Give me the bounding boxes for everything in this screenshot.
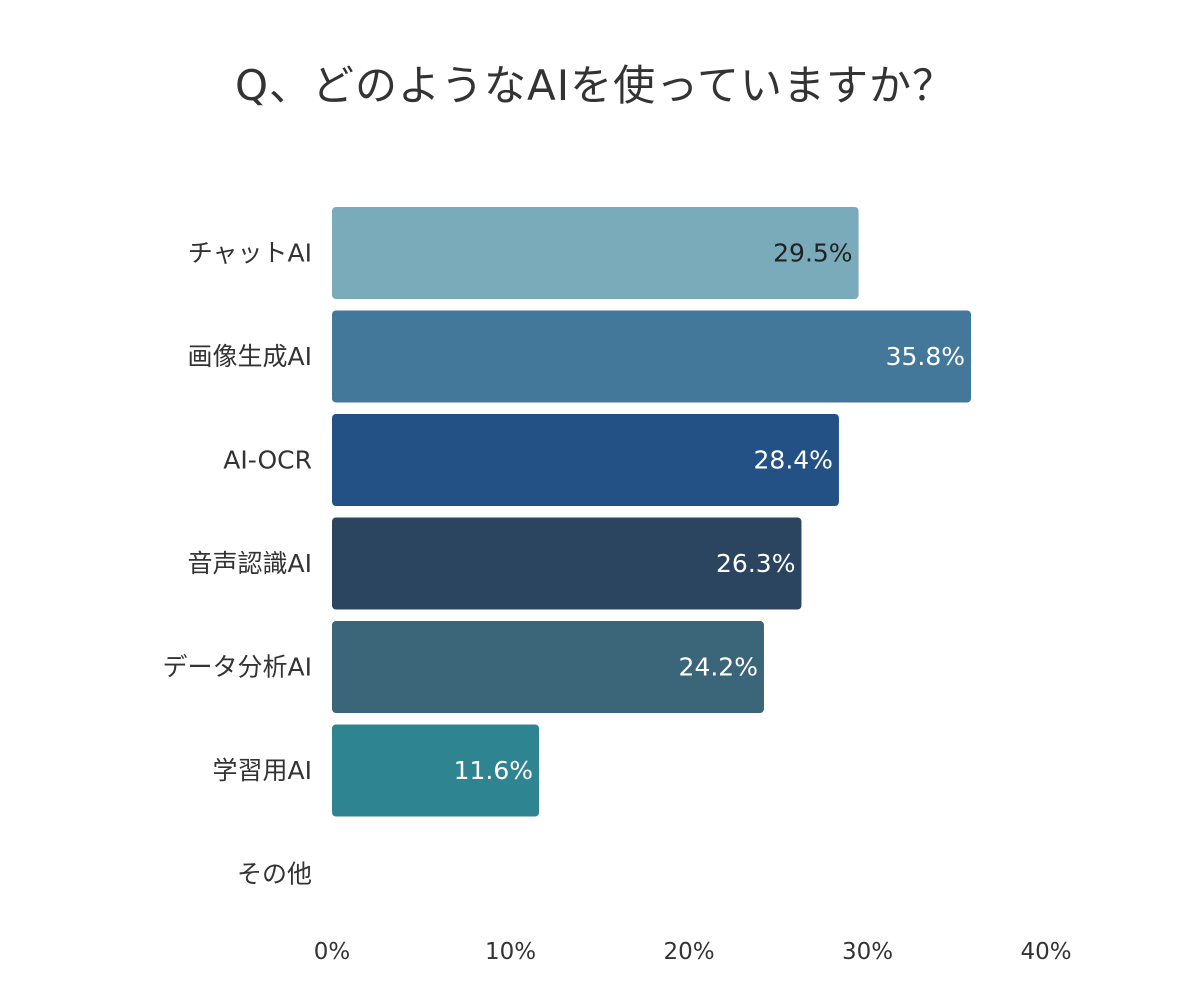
chart-title: Q、どのようなAIを使っていますか？ (234, 61, 956, 110)
bar (332, 414, 839, 506)
bar-value-label: 35.8% (886, 342, 965, 371)
category-label: 画像生成AI (188, 342, 312, 371)
category-label: チャットAI (188, 239, 312, 268)
x-axis-ticks: 0% 10% 20% 30% 40% (314, 939, 1072, 965)
bar (332, 517, 802, 610)
x-tick-label: 0% (314, 939, 351, 965)
bar-value-label: 28.4% (754, 446, 833, 475)
x-tick-label: 20% (663, 939, 714, 965)
bar-value-label: 29.5% (773, 239, 852, 268)
bar (332, 724, 540, 817)
category-label: 音声認識AI (188, 549, 312, 578)
category-labels: チャットAI 画像生成AI AI-OCR 音声認識AI データ分析AI 学習用AI その他 (163, 239, 312, 889)
bar-value-label: 24.2% (679, 653, 758, 682)
value-labels: 29.5% 35.8% 28.4% 26.3% 24.2% 11.6% (454, 239, 965, 786)
x-tick-label: 40% (1020, 939, 1071, 965)
bar-value-label: 11.6% (454, 756, 533, 785)
category-label: 学習用AI (213, 756, 312, 785)
category-label: その他 (237, 860, 312, 889)
bar-value-label: 26.3% (716, 549, 795, 578)
x-tick-label: 10% (485, 939, 536, 965)
bar (332, 621, 764, 713)
category-label: データ分析AI (163, 653, 312, 682)
bars-layer (332, 207, 972, 817)
bar (332, 207, 859, 299)
bar (332, 310, 972, 403)
x-tick-label: 30% (842, 939, 893, 965)
category-label: AI-OCR (223, 446, 312, 475)
